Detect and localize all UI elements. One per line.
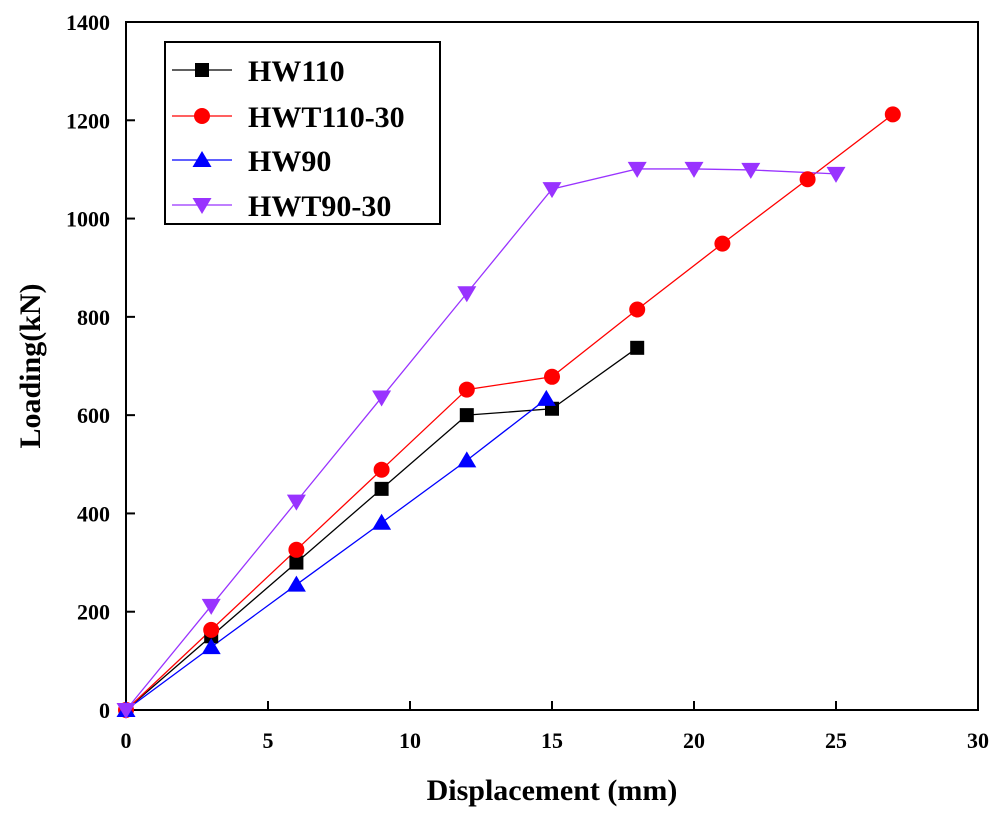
data-point-hw110: [459, 408, 474, 423]
data-point-hwt110-30: [203, 621, 220, 638]
legend-marker-hw110: [195, 63, 209, 77]
data-point-hw90: [286, 575, 306, 592]
y-tick-label: 1200: [66, 108, 110, 133]
data-point-hwt110-30: [544, 368, 560, 385]
data-point-hw90: [457, 451, 477, 468]
axis-ticks: 0 5 10 15 20 25 30 0 200 400 600 800 1000 1200 1400: [66, 10, 989, 753]
legend-label-hwt90-30: HWT90-30: [248, 190, 391, 223]
data-point-hwt110-30: [373, 461, 390, 478]
data-point-hwt110-30: [884, 106, 901, 123]
legend-label-hw110: HW110: [248, 55, 345, 88]
x-axis-title: Displacement (mm): [427, 774, 678, 807]
data-point-hwt90-30: [286, 494, 306, 511]
y-tick-label: 200: [77, 600, 110, 625]
data-point-hw90: [372, 513, 392, 530]
data-point-hw90: [536, 389, 556, 406]
data-point-hwt90-30: [201, 598, 221, 615]
y-axis-title: Loading(kN): [14, 283, 47, 448]
legend-marker-hwt110-30: [194, 108, 210, 124]
y-tick-label: 0: [99, 698, 110, 723]
series-markers: [116, 106, 901, 719]
legend-marker-hw90: [192, 151, 212, 167]
data-point-hw110: [289, 555, 304, 570]
x-tick-label: 25: [825, 728, 847, 753]
legend-label-hw90: HW90: [248, 145, 331, 178]
data-point-hw90: [201, 638, 221, 655]
y-tick-label: 400: [77, 501, 110, 526]
series-line-hwt110-30: [125, 113, 894, 711]
data-point-hwt110-30: [714, 235, 731, 252]
y-tick-label: 1400: [66, 10, 110, 35]
legend-box: [164, 41, 441, 225]
data-point-hwt90-30: [684, 161, 704, 178]
series-line-hw90: [125, 398, 547, 711]
legend-label-hwt110-30: HWT110-30: [248, 101, 405, 134]
data-point-hwt110-30: [799, 171, 816, 188]
data-point-hwt90-30: [826, 166, 846, 183]
data-point-hw110: [374, 481, 389, 496]
data-point-hw110: [630, 340, 645, 355]
y-tick-label: 600: [77, 403, 110, 428]
x-tick-label: 0: [121, 728, 132, 753]
data-point-hwt90-30: [542, 182, 562, 199]
y-tick-label: 1000: [66, 207, 110, 232]
data-point-hwt90-30: [627, 161, 647, 178]
x-tick-label: 10: [399, 728, 421, 753]
x-tick-label: 20: [683, 728, 705, 753]
legend-marker-hwt90-30: [192, 198, 212, 214]
data-point-hwt110-30: [629, 301, 646, 318]
data-point-hwt90-30: [372, 390, 392, 407]
legend: HW110 HWT110-30 HW90 HWT90-30: [164, 41, 441, 225]
y-tick-label: 800: [77, 305, 110, 330]
data-point-hwt110-30: [288, 541, 305, 558]
data-point-hwt90-30: [457, 286, 477, 303]
data-point-hwt90-30: [116, 703, 136, 719]
data-point-hwt90-30: [741, 162, 761, 179]
x-tick-label: 15: [541, 728, 563, 753]
x-tick-label: 5: [263, 728, 274, 753]
data-point-hwt110-30: [458, 381, 475, 398]
x-tick-label: 30: [967, 728, 989, 753]
series-line-hwt90-30: [125, 168, 837, 711]
